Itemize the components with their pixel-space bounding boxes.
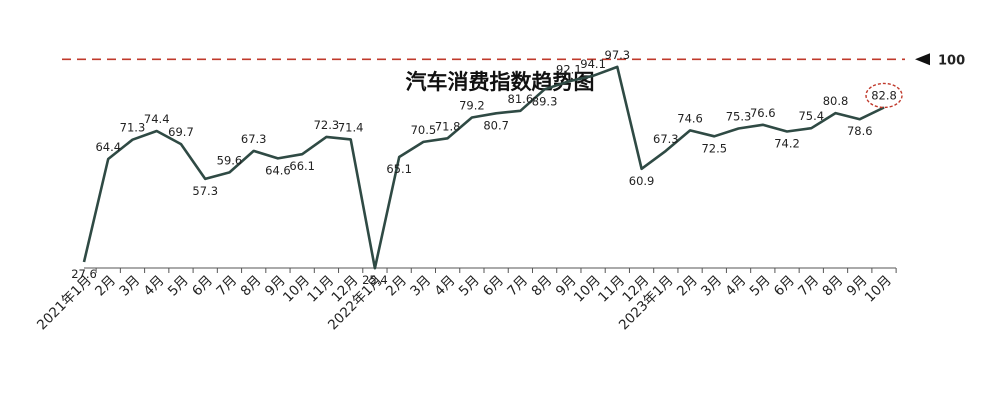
data-label: 66.1: [289, 159, 315, 173]
reference-label: 100: [938, 53, 965, 68]
x-tick-label: 4月: [722, 273, 749, 300]
data-label: 82.8: [871, 88, 897, 102]
data-label: 71.8: [435, 119, 461, 133]
data-label: 59.6: [217, 153, 243, 167]
data-label: 25.4: [362, 273, 388, 287]
highlight-circle: [865, 82, 903, 109]
data-label: 74.6: [677, 111, 703, 125]
data-label: 94.1: [580, 57, 606, 71]
x-tick-label: 10月: [862, 273, 895, 306]
data-label: 65.1: [386, 162, 412, 176]
series-line: [82, 65, 885, 270]
data-label-group: 27.6 64.4 71.374.469.7 57.3 59.6 67.3 64.666.1…: [71, 48, 903, 287]
data-label: 75.4: [798, 109, 824, 123]
data-label: 97.3: [605, 48, 631, 62]
data-label: 74.4: [144, 112, 170, 126]
data-label: 78.6: [847, 124, 873, 138]
x-tick-label: 6月: [189, 273, 216, 300]
x-tick-label: 3月: [116, 273, 143, 300]
x-tick-label: 4月: [141, 273, 168, 300]
data-label: 57.3: [192, 184, 218, 198]
data-label: 60.9: [629, 174, 655, 188]
x-axis: 2021年1月2月3月4月5月6月7月8月9月10月11月12月2022年1月2…: [34, 267, 897, 334]
data-label: 79.2: [459, 99, 485, 113]
data-label: 72.5: [701, 141, 727, 155]
data-label: 81.6: [508, 92, 534, 106]
data-label: 75.3: [726, 109, 752, 123]
x-tick-label: 6月: [771, 273, 798, 300]
data-label: 69.7: [168, 125, 194, 139]
x-tick-label: 5月: [165, 273, 192, 300]
reference-line-group: 100: [62, 53, 965, 68]
x-tick-label: 7月: [504, 273, 531, 300]
x-tick-label: 5月: [747, 273, 774, 300]
x-tick-label: 5月: [456, 273, 483, 300]
x-tick-label: 7月: [795, 273, 822, 300]
data-label: 67.3: [653, 132, 679, 146]
data-label: 64.6: [265, 163, 291, 177]
x-tick-label: 6月: [480, 273, 507, 300]
data-label: 67.3: [241, 132, 267, 146]
data-label: 71.4: [338, 120, 364, 134]
data-label: 70.5: [411, 123, 437, 137]
data-label: 92.1: [556, 62, 582, 76]
series-line-group: [82, 65, 885, 270]
data-label: 80.8: [823, 94, 849, 108]
data-label: 80.7: [483, 118, 509, 132]
data-label: 64.4: [95, 140, 121, 154]
data-label: 76.6: [750, 106, 776, 120]
data-label: 71.3: [120, 121, 146, 135]
x-tick-label: 8月: [819, 273, 846, 300]
data-label: 89.3: [532, 94, 558, 108]
data-label: 74.2: [774, 137, 800, 151]
data-label: 72.3: [314, 118, 340, 132]
x-tick-label: 8月: [238, 273, 265, 300]
x-tick-label: 3月: [407, 273, 434, 300]
x-tick-label: 2月: [674, 273, 701, 300]
x-tick-label: 3月: [698, 273, 725, 300]
data-label: 27.6: [71, 267, 97, 281]
x-tick-label: 2021年1月: [34, 273, 95, 334]
reference-arrow-icon: [915, 53, 930, 66]
x-tick-label: 8月: [528, 273, 555, 300]
x-tick-label: 4月: [432, 273, 459, 300]
x-tick-label: 7月: [213, 273, 240, 300]
